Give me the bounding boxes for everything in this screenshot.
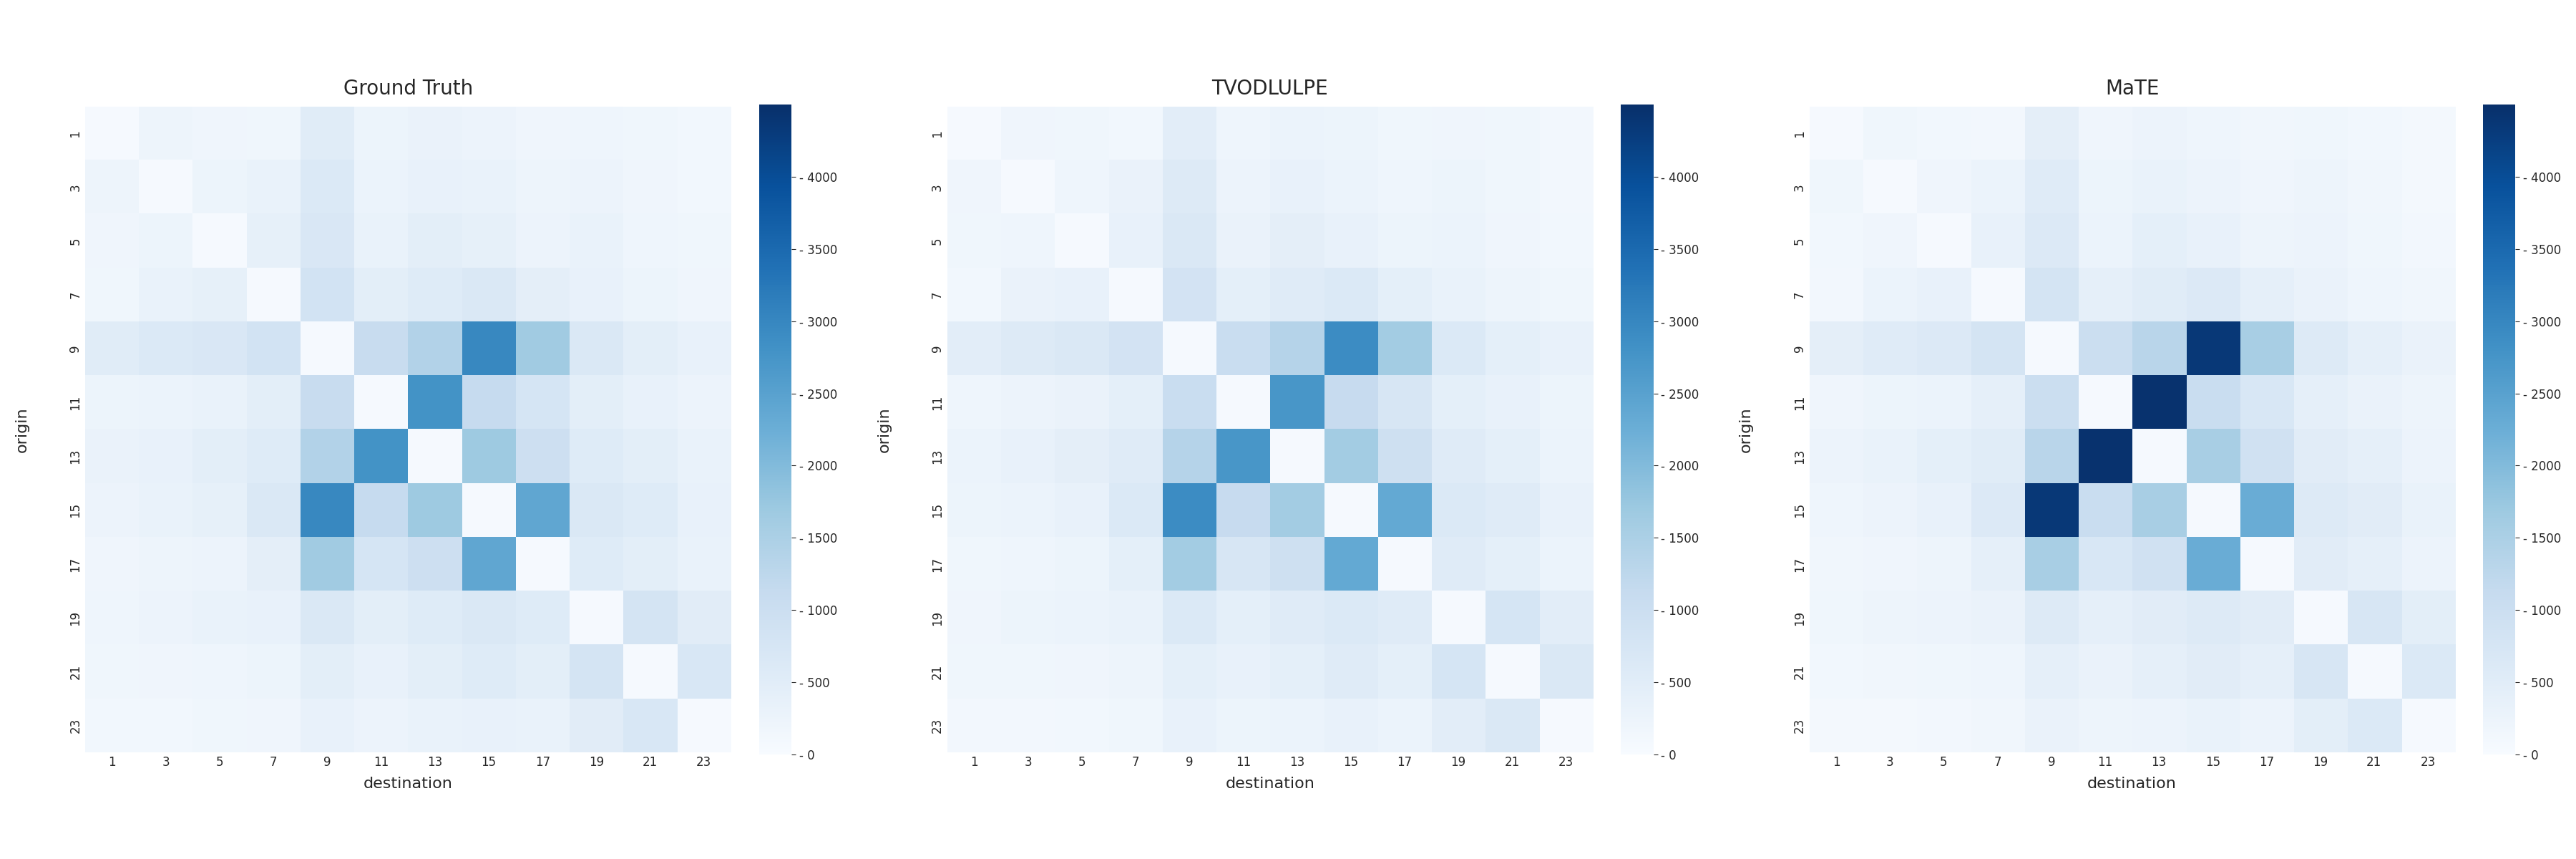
- X-axis label: destination: destination: [1226, 777, 1314, 791]
- X-axis label: destination: destination: [2087, 777, 2177, 791]
- Title: Ground Truth: Ground Truth: [343, 79, 474, 99]
- Y-axis label: origin: origin: [15, 406, 28, 453]
- Y-axis label: origin: origin: [1739, 406, 1754, 453]
- Y-axis label: origin: origin: [876, 406, 891, 453]
- Title: MaTE: MaTE: [2105, 79, 2159, 99]
- Title: TVODLULPE: TVODLULPE: [1211, 79, 1329, 99]
- X-axis label: destination: destination: [363, 777, 453, 791]
